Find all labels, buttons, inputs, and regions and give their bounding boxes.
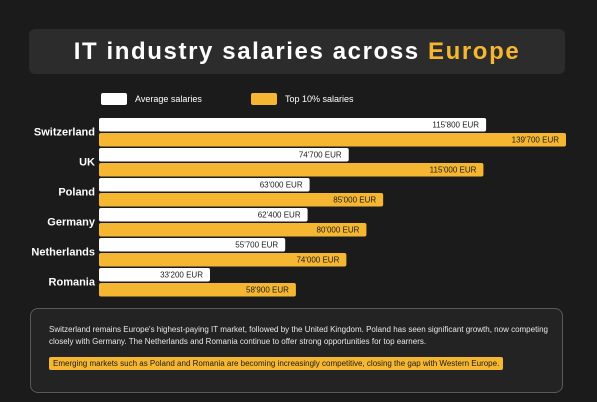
bar-average-poland [99,178,310,192]
bar-average-germany [99,208,308,222]
page-title: IT industry salaries across Europe [74,38,521,66]
bar-top-netherlands [99,253,347,267]
bar-top-switzerland [99,133,566,147]
bar-top-poland [99,193,384,207]
legend-item-average: Average salaries [101,93,202,105]
category-label-switzerland: Switzerland [34,126,95,138]
bar-average-uk [99,148,349,162]
bar-average-switzerland [99,118,487,132]
title-accent: Europe [428,37,521,65]
title-banner: IT industry salaries across Europe [29,29,565,74]
category-label-poland: Poland [58,186,95,198]
bar-label-top-switzerland: 139'700 EUR [512,135,560,144]
bar-label-average-netherlands: 55'700 EUR [235,240,278,249]
bar-label-average-switzerland: 115'800 EUR [432,120,479,129]
legend-swatch-average [101,93,127,105]
legend-item-top: Top 10% salaries [251,93,354,105]
category-label-netherlands: Netherlands [31,246,95,258]
category-label-romania: Romania [49,276,96,288]
bar-label-average-romania: 33'200 EUR [160,270,203,279]
bar-label-average-poland: 63'000 EUR [260,180,303,189]
title-main: IT industry salaries across [73,37,420,65]
bar-label-top-romania: 58'900 EUR [246,285,289,294]
bar-label-top-uk: 115'000 EUR [430,165,477,174]
bar-label-top-germany: 80'000 EUR [317,225,360,234]
category-label-uk: UK [79,156,95,168]
bar-average-netherlands [99,238,286,252]
legend-swatch-top [251,93,277,105]
bar-label-average-uk: 74'700 EUR [299,150,342,159]
bar-top-romania [99,283,296,297]
legend-label-average: Average salaries [135,94,202,104]
summary-highlight: Emerging markets such as Poland and Roma… [49,357,504,370]
bar-top-germany [99,223,367,237]
summary-text: Switzerland remains Europe's highest-pay… [49,325,548,346]
salary-bar-chart: Switzerland 115'800 EUR 139'700 EUR UK 74'70… [31,118,566,297]
chart-legend: Average salaries Top 10% salaries [0,93,597,109]
bar-label-average-germany: 62'400 EUR [258,210,301,219]
bar-label-top-poland: 85'000 EUR [333,195,376,204]
summary-box: Switzerland remains Europe's highest-pay… [30,308,563,393]
bar-top-uk [99,163,484,177]
legend-label-top: Top 10% salaries [285,94,354,104]
category-label-germany: Germany [47,216,96,228]
bar-label-top-netherlands: 74'000 EUR [296,255,339,264]
bar-average-romania [99,268,210,282]
